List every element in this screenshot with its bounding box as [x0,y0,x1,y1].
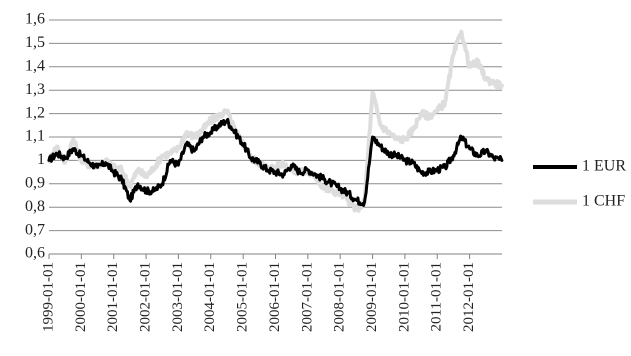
series-line-1-eur [47,117,504,207]
y-tick-label: 1,1 [25,128,45,145]
x-tick-label: 2001-01-01 [105,262,121,332]
x-tick-label: 2012-01-01 [461,262,477,332]
x-tick-label: 2007-01-01 [299,262,315,332]
x-tick-label: 2011-01-01 [429,262,445,331]
y-tick-label: 1,5 [25,34,45,51]
y-tick-label: 0,7 [25,221,45,238]
x-tick-label: 2009-01-01 [364,262,380,332]
x-tick-label: 2003-01-01 [170,262,186,332]
y-tick-label: 1,2 [25,104,45,121]
legend-label: 1 EUR [582,158,626,175]
x-tick-label: 2005-01-01 [235,262,251,332]
x-tick-label: 2000-01-01 [73,262,89,332]
series-lines [47,29,504,213]
x-tick-label: 2010-01-01 [396,262,412,332]
legend-label: 1 CHF [582,193,625,210]
x-tick-label: 1999-01-01 [40,262,56,332]
y-tick-label: 1,4 [25,57,45,74]
x-tick-label: 2002-01-01 [138,262,154,332]
y-tick-label: 0,6 [25,245,45,262]
gridlines [49,19,502,232]
y-tick-label: 0,8 [25,198,45,215]
x-tick-label: 2008-01-01 [332,262,348,332]
series-line-1-chf [47,29,504,213]
x-tick-label: 2004-01-01 [202,262,218,332]
x-tick-label: 2006-01-01 [267,262,283,332]
y-tick-label: 1,3 [25,81,45,98]
legend: 1 EUR 1 CHF [533,158,626,210]
x-axis-tick-labels: 1999-01-01 2000-01-01 2001-01-01 2002-01-01… [40,262,477,332]
y-tick-label: 0,9 [25,174,45,191]
y-tick-label: 1,6 [25,11,45,28]
y-tick-label: 1 [37,151,45,168]
y-axis-tick-labels: 0,6 0,7 0,8 0,9 1 1,1 1,2 1,3 1,4 1,5 1,6 [25,11,45,262]
